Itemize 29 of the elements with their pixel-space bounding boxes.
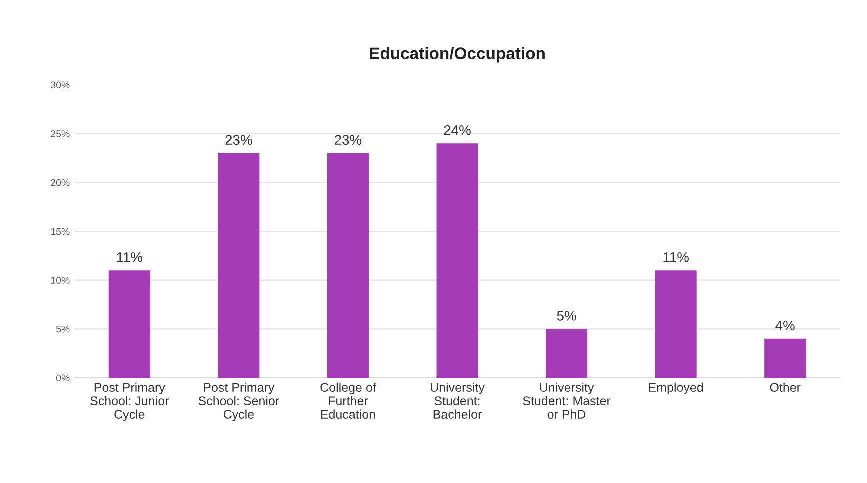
y-tick-label: 15% [51,228,70,236]
y-tick-label: 0% [56,374,70,382]
x-tick-label: Other [770,382,801,392]
y-tick-label: 5% [56,326,70,333]
bar [436,144,478,378]
data-label: 23% [335,135,362,146]
x-tick-label: University Student: Master or PhD [523,382,611,419]
bar [218,153,260,378]
data-label: 23% [226,135,252,146]
y-tick-label: 20% [51,179,70,186]
bar [764,338,806,378]
data-label: 4% [776,320,795,331]
x-tick-label: Post Primary School: Junior Cycle [90,382,170,422]
y-tick-label: 10% [51,277,70,284]
x-tick-label: Employed [649,382,704,395]
data-label: 24% [444,125,471,136]
bar [327,153,369,378]
bar [108,270,150,378]
x-tick-label: University Student: Bachelor [431,382,485,419]
data-label: 11% [664,252,689,262]
y-tick-label: 25% [51,130,70,138]
bar [546,329,588,378]
x-tick-label: Post Primary School: Senior Cycle [198,382,280,422]
data-label: 5% [557,311,576,321]
data-label: 11% [117,252,143,262]
bar [655,270,697,378]
x-tick-label: College of Further Education [320,382,376,419]
y-tick-label: 30% [51,82,70,89]
chart-title: Education/Occupation [370,47,545,63]
